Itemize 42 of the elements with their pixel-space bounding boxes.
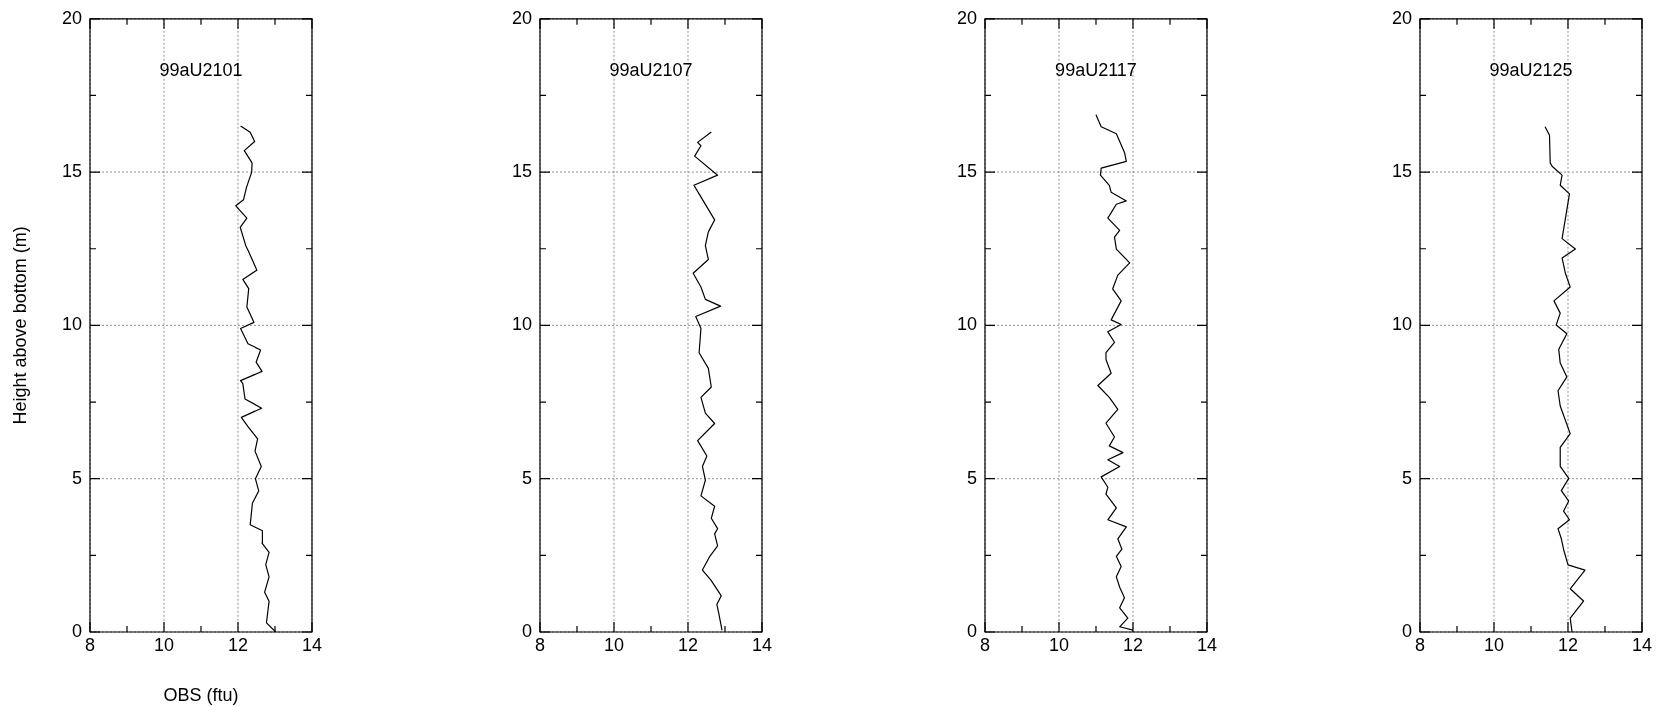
y-tick-label: 5 [71,467,82,488]
x-tick-label: 10 [1048,634,1070,655]
x-tick-label: 8 [534,634,546,655]
y-tick-label: 0 [1401,620,1412,641]
x-tick-label: 14 [1196,634,1217,655]
y-tick-label: 20 [956,7,977,28]
y-tick-label: 10 [956,314,977,335]
x-tick-label: 8 [84,634,96,655]
y-tick-label: 5 [966,467,977,488]
y-tick-label: 0 [521,620,532,641]
x-tick-label: 8 [979,634,991,655]
x-tick-label: 10 [603,634,625,655]
y-tick-label: 15 [511,161,532,182]
y-tick-label: 15 [61,161,82,182]
text: 99aU2101 [159,59,243,80]
y-tick-label: 10 [61,314,82,335]
x-tick-label: 12 [1557,634,1579,655]
y-tick-label: 15 [956,161,977,182]
y-tick-label: 20 [61,7,82,28]
x-tick-label: 14 [301,634,322,655]
x-tick-label: 12 [1122,634,1144,655]
x-axis-title: OBS (ftu) [163,685,239,706]
x-tick-label: 14 [751,634,772,655]
y-tick-label: 15 [1391,161,1412,182]
x-tick-label: 10 [153,634,175,655]
text: 99aU2117 [1055,59,1137,80]
x-tick-label: 8 [1414,634,1426,655]
x-tick-label: 12 [677,634,699,655]
text: 99aU2125 [1489,59,1573,80]
x-tick-label: 14 [1631,634,1652,655]
x-tick-label: 10 [1483,634,1505,655]
y-tick-label: 5 [1401,467,1412,488]
y-axis-title: Height above bottom (m) [9,226,30,425]
x-tick-label: 12 [227,634,249,655]
text: 99aU2107 [609,59,693,80]
y-tick-label: 0 [966,620,977,641]
y-tick-label: 10 [1391,314,1412,335]
y-tick-label: 5 [521,467,532,488]
y-tick-label: 20 [1391,7,1412,28]
y-tick-label: 0 [71,620,82,641]
y-tick-label: 10 [511,314,532,335]
y-tick-label: 20 [511,7,532,28]
